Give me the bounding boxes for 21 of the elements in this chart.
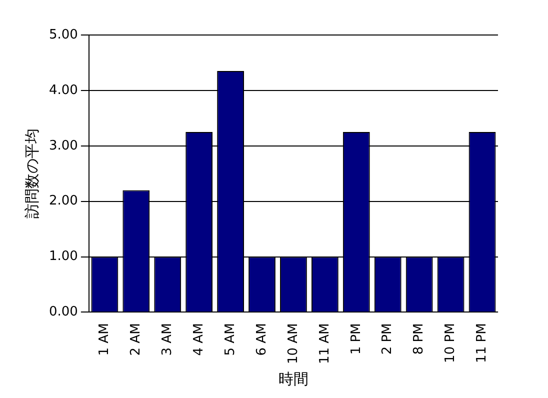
x-tick-label: 2 AM [128,323,144,356]
y-tick-label: 5.00 [48,27,78,42]
x-tick-label: 11 PM [474,323,490,363]
x-tick-label: 11 AM [317,323,332,364]
y-tick-label: 0.00 [48,304,78,320]
y-tick-label: 1.00 [48,249,78,264]
x-tick-label: 1 AM [97,323,112,356]
x-tick-label: 2 PM [380,323,396,355]
x-tick-label: 4 AM [191,323,206,356]
x-tick-label: 10 AM [286,323,301,364]
x-tick-label: 6 AM [254,323,270,356]
x-axis-title: 時間 [278,370,308,388]
x-tick-label: 3 AM [160,323,175,356]
y-tick-label: 4.00 [48,82,78,98]
x-tick-label: 5 AM [222,323,238,356]
x-tick-label: 1 PM [348,323,364,355]
x-tick-label: 8 PM [412,323,427,355]
y-axis-title: 訪問数の平均 [22,128,41,219]
x-tick-label: 10 PM [443,323,458,363]
y-tick-label: 3.00 [48,138,78,154]
y-tick-label: 2.00 [48,194,78,209]
